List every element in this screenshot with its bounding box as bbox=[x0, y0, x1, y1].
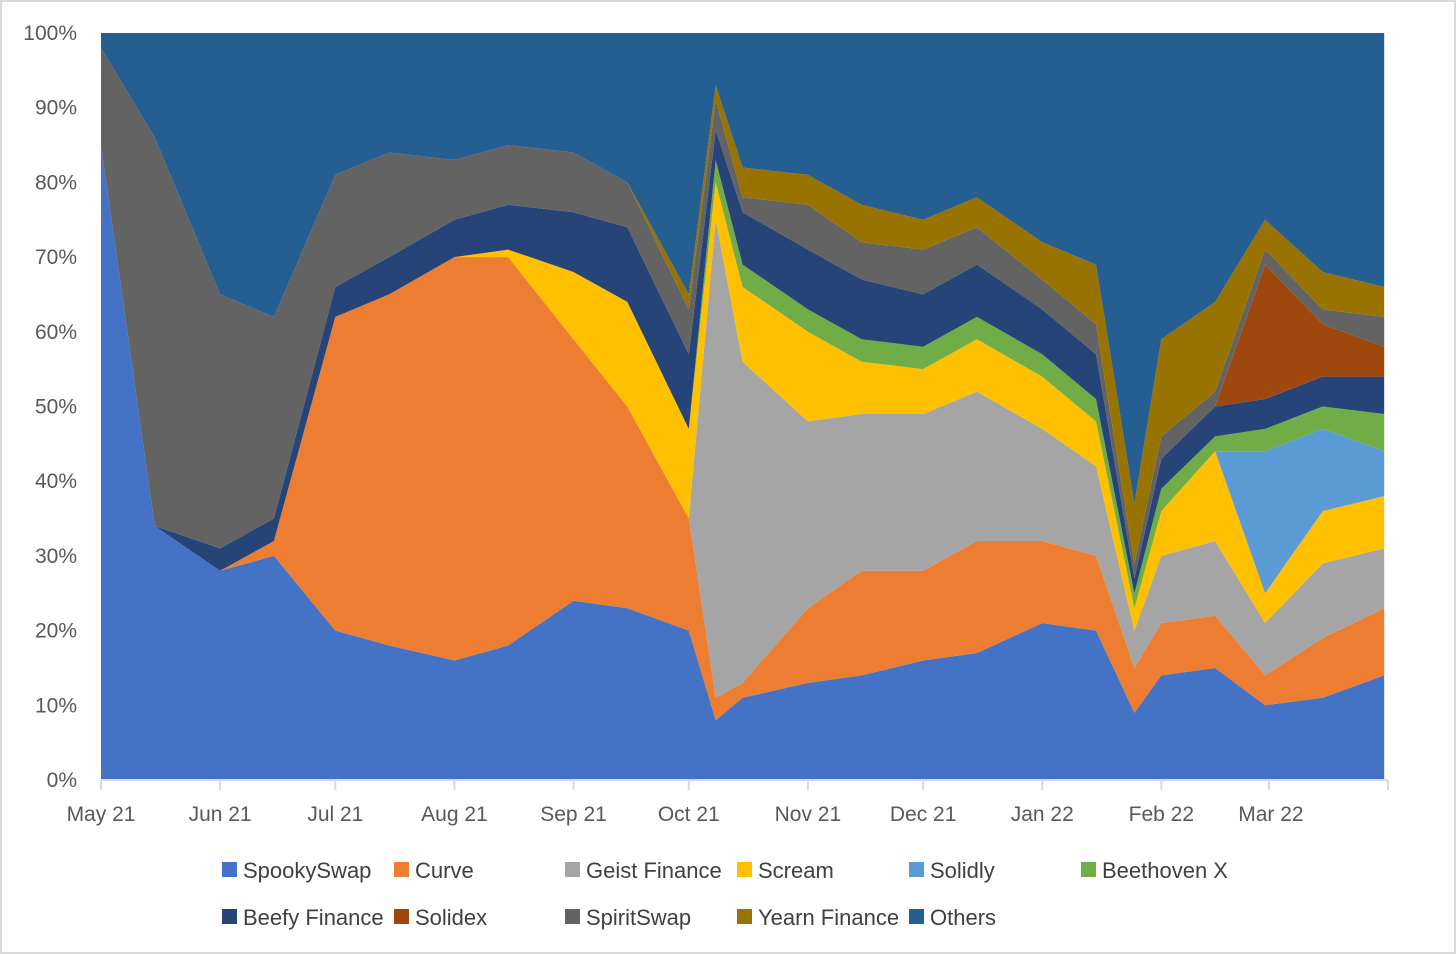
legend-label: Scream bbox=[758, 858, 834, 883]
y-tick-label: 70% bbox=[35, 246, 77, 269]
x-tick-label: Dec 21 bbox=[890, 803, 957, 826]
legend-swatch bbox=[737, 909, 752, 924]
legend-label: Yearn Finance bbox=[758, 905, 899, 930]
x-tick-label: Jan 22 bbox=[1011, 803, 1074, 826]
legend-item-spookyswap: SpookySwap bbox=[222, 858, 371, 883]
y-tick-label: 40% bbox=[35, 470, 77, 493]
y-tick-label: 80% bbox=[35, 171, 77, 194]
y-tick-label: 0% bbox=[47, 769, 77, 792]
area-scream bbox=[101, 145, 1385, 631]
area-others bbox=[101, 33, 1385, 504]
area-curve bbox=[101, 145, 1385, 721]
legend-item-others: Others bbox=[909, 905, 996, 930]
legend-label: Others bbox=[930, 905, 996, 930]
axes: 0% 10% 20% 30% 40% 50% 60% 70% 80% 90% 100% May 21 J… bbox=[23, 22, 1389, 826]
legend-label: Solidly bbox=[930, 858, 995, 883]
legend-swatch bbox=[565, 909, 580, 924]
legend-label: Geist Finance bbox=[586, 858, 722, 883]
x-tick-label: May 21 bbox=[67, 803, 136, 826]
legend-swatch bbox=[394, 909, 409, 924]
legend-label: SpiritSwap bbox=[586, 905, 691, 930]
legend-item-curve: Curve bbox=[394, 858, 474, 883]
area-geist-finance bbox=[101, 145, 1385, 698]
legend-label: Beethoven X bbox=[1102, 858, 1228, 883]
legend-label: Curve bbox=[415, 858, 474, 883]
legend: SpookySwap Curve Geist Finance Scream Solidl… bbox=[222, 858, 1228, 930]
x-tick-label: Sep 21 bbox=[540, 803, 607, 826]
x-tick-label: Feb 22 bbox=[1129, 803, 1194, 826]
area-solidly bbox=[101, 145, 1385, 609]
area-spookyswap bbox=[101, 145, 1385, 781]
legend-item-beethoven-x: Beethoven X bbox=[1081, 858, 1228, 883]
y-tick-label: 20% bbox=[35, 620, 77, 643]
legend-swatch bbox=[222, 862, 237, 877]
legend-swatch bbox=[909, 862, 924, 877]
area-beefy-finance bbox=[101, 130, 1385, 594]
legend-swatch bbox=[737, 862, 752, 877]
y-tick-label: 90% bbox=[35, 97, 77, 120]
legend-item-solidex: Solidex bbox=[394, 905, 487, 930]
y-tick-label: 50% bbox=[35, 396, 77, 419]
legend-item-solidly: Solidly bbox=[909, 858, 995, 883]
legend-label: SpookySwap bbox=[243, 858, 371, 883]
legend-swatch bbox=[394, 862, 409, 877]
legend-item-geist-finance: Geist Finance bbox=[565, 858, 722, 883]
y-tick-label: 100% bbox=[23, 22, 77, 45]
legend-swatch bbox=[1081, 862, 1096, 877]
x-tick-label: Jul 21 bbox=[307, 803, 363, 826]
legend-swatch bbox=[222, 909, 237, 924]
y-tick-label: 30% bbox=[35, 545, 77, 568]
area-spiritswap bbox=[101, 47, 1385, 579]
legend-item-scream: Scream bbox=[737, 858, 834, 883]
legend-label: Solidex bbox=[415, 905, 487, 930]
y-tick-label: 60% bbox=[35, 321, 77, 344]
x-tick-label: Aug 21 bbox=[421, 803, 488, 826]
plot-area bbox=[101, 33, 1385, 781]
x-tick-label: Nov 21 bbox=[775, 803, 842, 826]
y-tick-label: 10% bbox=[35, 694, 77, 717]
x-tick-label: Oct 21 bbox=[658, 803, 720, 826]
legend-item-yearn-finance: Yearn Finance bbox=[737, 905, 899, 930]
x-tick-label: Jun 21 bbox=[189, 803, 252, 826]
legend-swatch bbox=[909, 909, 924, 924]
legend-item-spiritswap: SpiritSwap bbox=[565, 905, 691, 930]
legend-swatch bbox=[565, 862, 580, 877]
legend-item-beefy-finance: Beefy Finance bbox=[222, 905, 384, 930]
legend-label: Beefy Finance bbox=[243, 905, 384, 930]
x-tick-label: Mar 22 bbox=[1238, 803, 1303, 826]
